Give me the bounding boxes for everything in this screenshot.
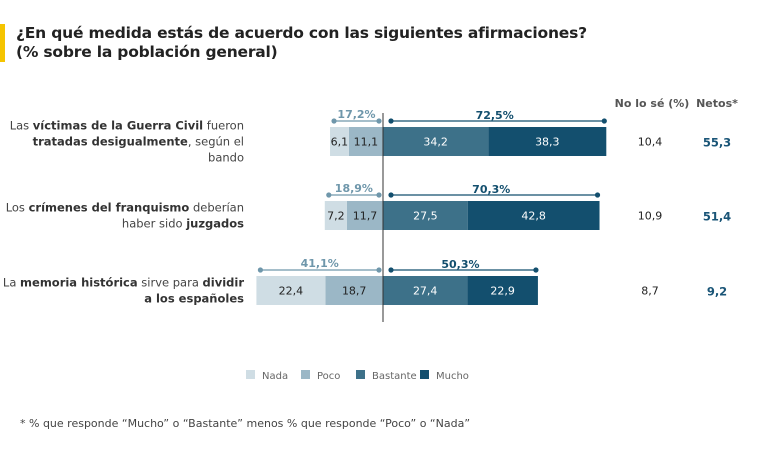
bar-segment-poco: [325, 276, 383, 305]
category-label-line: La memoria histórica sirve para dividir: [3, 276, 244, 290]
negative-total-label: 41,1%: [301, 257, 339, 270]
legend-swatch-mucho: [420, 370, 429, 379]
bracket-dot: [601, 118, 607, 124]
bracket-dot: [376, 118, 382, 124]
dont-know-value: 10,9: [638, 210, 663, 223]
label-part: , según el: [188, 135, 244, 149]
net-header: Netos*: [696, 97, 738, 110]
value-label-nada: 7,2: [327, 210, 345, 223]
dont-know-value: 10,4: [638, 136, 663, 149]
value-label-poco: 11,7: [353, 210, 378, 223]
category-label-line: a los españoles: [144, 292, 244, 306]
value-label-nada: 6,1: [331, 136, 349, 149]
bar-segment-mucho: [467, 201, 600, 230]
net-value: 51,4: [703, 210, 731, 224]
bracket-dot: [388, 267, 394, 273]
label-part: Las: [10, 119, 33, 133]
value-label-bastante: 27,5: [413, 210, 438, 223]
label-bold-part: dividir: [203, 276, 245, 290]
title-accent-bar: [0, 24, 5, 62]
value-label-mucho: 38,3: [535, 136, 560, 149]
bar-segment-bastante: [383, 276, 468, 305]
bracket-dot: [594, 192, 601, 198]
label-bold-part: tratadas desigualmente: [33, 135, 188, 149]
net-value: 55,3: [703, 136, 731, 150]
label-part: bando: [208, 151, 244, 165]
value-label-nada: 22,4: [279, 285, 304, 298]
category-label-line: Las víctimas de la Guerra Civil fueron: [10, 119, 244, 133]
negative-total-label: 18,9%: [335, 182, 373, 195]
label-part: deberían: [189, 201, 244, 215]
label-bold-part: crímenes del franquismo: [29, 201, 190, 215]
value-label-mucho: 42,8: [521, 210, 546, 223]
bar-segment-poco: [346, 201, 383, 230]
legend-label-poco: Poco: [317, 371, 340, 382]
category-label-line: Los crímenes del franquismo deberían: [6, 201, 244, 215]
bracket-dot: [331, 118, 337, 124]
label-part: Los: [6, 201, 29, 215]
net-value: 9,2: [707, 285, 727, 299]
value-label-poco: 18,7: [342, 285, 367, 298]
negative-total-label: 17,2%: [337, 108, 375, 121]
bar-segment-mucho: [467, 276, 538, 305]
bracket-dot: [376, 267, 382, 273]
category-label-line: tratadas desigualmente, según el: [33, 135, 244, 149]
bar-segment-mucho: [488, 127, 607, 156]
bar-segment-bastante: [383, 201, 468, 230]
bracket-dot: [257, 267, 264, 273]
bar-segment-nada: [324, 201, 347, 230]
positive-total-label: 70,3%: [472, 183, 510, 196]
label-bold-part: memoria histórica: [20, 276, 138, 290]
positive-total-label: 72,5%: [476, 109, 514, 122]
label-bold-part: juzgados: [185, 217, 244, 231]
bracket-dot: [388, 118, 394, 124]
legend-swatch-poco: [301, 370, 310, 379]
positive-total-label: 50,3%: [441, 258, 479, 271]
category-label-line: haber sido juzgados: [122, 217, 244, 231]
value-label-poco: 11,1: [354, 136, 379, 149]
label-part: haber sido: [122, 217, 186, 231]
title-line-1: ¿En qué medida estás de acuerdo con las …: [16, 24, 587, 42]
legend-label-mucho: Mucho: [436, 371, 469, 382]
value-label-bastante: 34,2: [423, 136, 448, 149]
label-part: sirve para: [138, 276, 203, 290]
bar-segment-bastante: [383, 127, 489, 156]
bar-segment-poco: [348, 127, 383, 156]
legend-label-bastante: Bastante: [372, 371, 417, 382]
chart-title: ¿En qué medida estás de acuerdo con las …: [16, 24, 587, 62]
title-line-2: (% sobre la población general): [16, 43, 278, 61]
category-label-line: bando: [208, 151, 244, 165]
legend-label-nada: Nada: [262, 371, 288, 382]
label-bold-part: a los españoles: [144, 292, 244, 306]
dont-know-value: 8,7: [641, 285, 659, 298]
bracket-dot: [533, 267, 539, 273]
label-part: La: [3, 276, 20, 290]
legend-swatch-bastante: [356, 370, 365, 379]
bracket-dot: [376, 192, 382, 198]
label-part: fueron: [203, 119, 244, 133]
footnote: * % que responde “Mucho” o “Bastante” me…: [20, 417, 471, 430]
value-label-bastante: 27,4: [413, 285, 438, 298]
legend-swatch-nada: [246, 370, 255, 379]
label-bold-part: víctimas de la Guerra Civil: [33, 119, 203, 133]
bar-segment-nada: [330, 127, 349, 156]
bracket-dot: [388, 192, 394, 198]
value-label-mucho: 22,9: [490, 285, 515, 298]
bracket-dot: [326, 192, 332, 198]
bar-segment-nada: [256, 276, 326, 305]
dont-know-header: No lo sé (%): [615, 97, 690, 110]
